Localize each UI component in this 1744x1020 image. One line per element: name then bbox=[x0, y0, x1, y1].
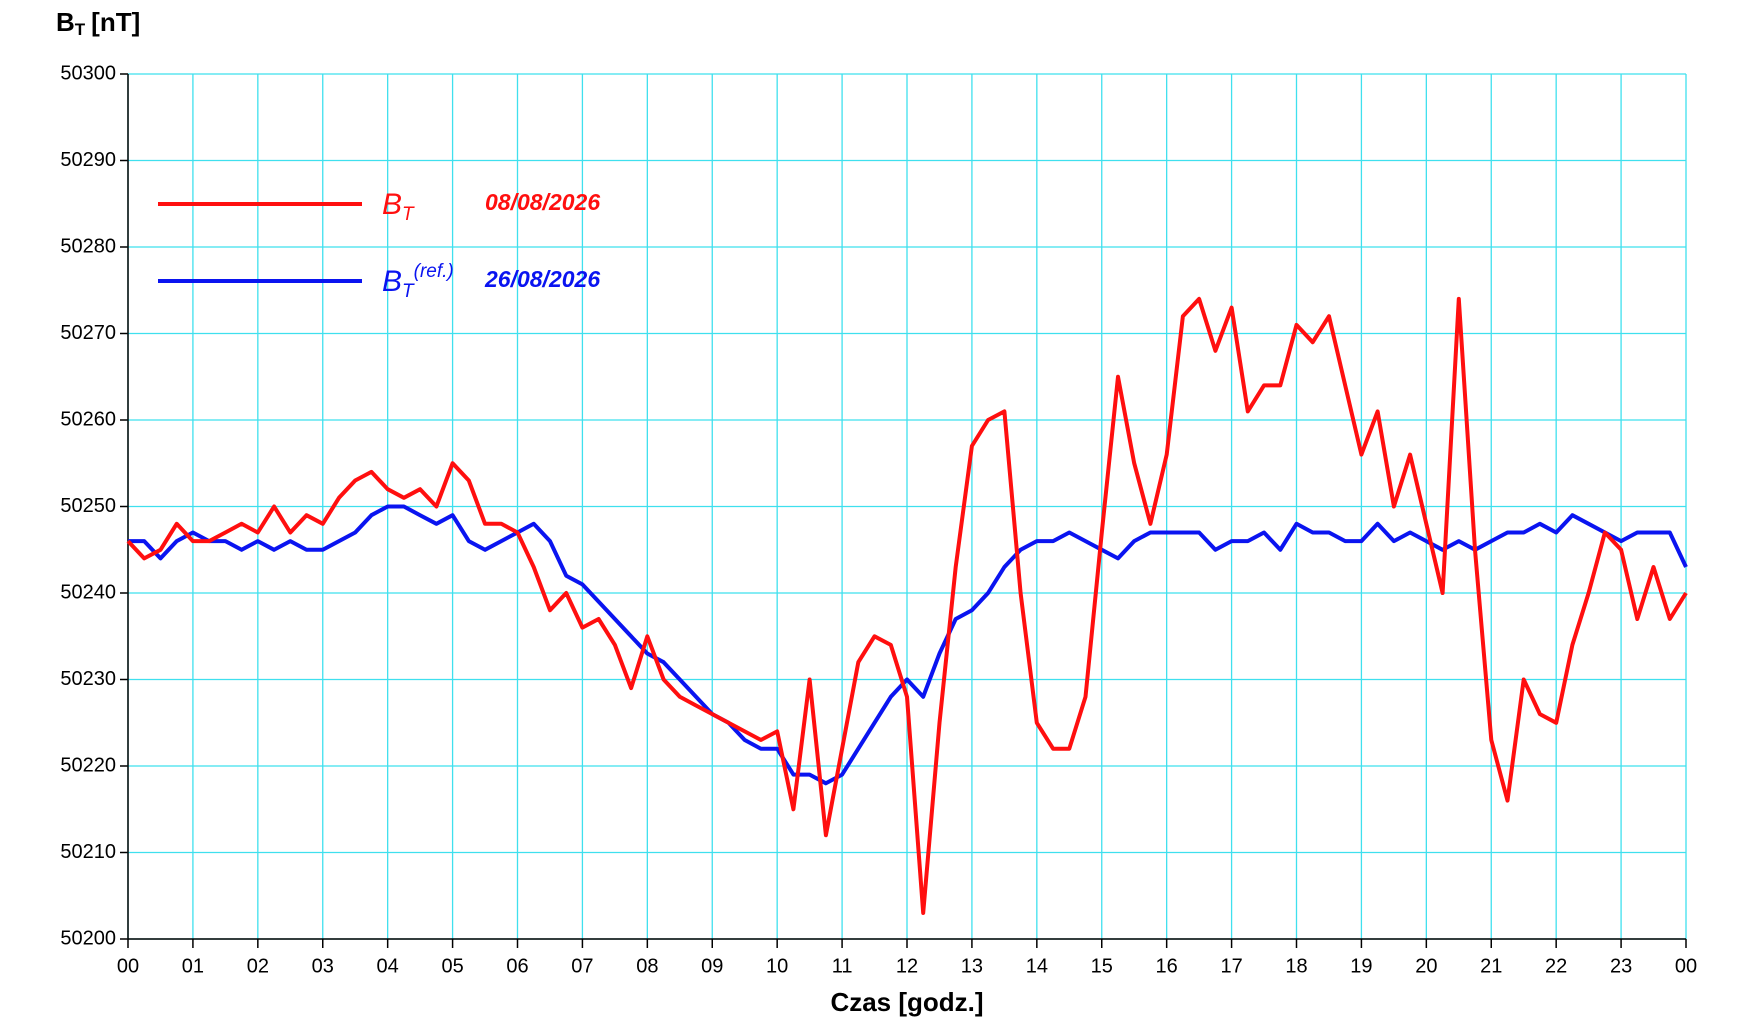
y-tick-label: 50300 bbox=[60, 62, 116, 84]
legend-subscript: T bbox=[402, 281, 415, 302]
x-tick-label: 07 bbox=[571, 955, 593, 977]
x-tick-label: 14 bbox=[1026, 955, 1048, 977]
x-tick-label: 11 bbox=[832, 955, 853, 977]
y-tick-label: 50280 bbox=[60, 235, 116, 257]
x-tick-label: 09 bbox=[701, 955, 723, 977]
x-tick-label: 00 bbox=[1675, 955, 1697, 977]
legend-date: 26/08/2026 bbox=[484, 266, 600, 292]
legend-date: 08/08/2026 bbox=[485, 189, 600, 215]
x-tick-label: 19 bbox=[1350, 955, 1372, 977]
x-tick-label: 16 bbox=[1156, 955, 1178, 977]
x-tick-label: 08 bbox=[636, 955, 658, 977]
y-tick-label: 50210 bbox=[60, 841, 116, 863]
legend-label: BT bbox=[382, 188, 415, 225]
x-tick-label: 21 bbox=[1480, 955, 1502, 977]
x-tick-label: 17 bbox=[1220, 955, 1242, 977]
x-tick-label: 03 bbox=[312, 955, 334, 977]
x-tick-label: 13 bbox=[961, 955, 983, 977]
x-tick-label: 02 bbox=[247, 955, 269, 977]
series-line bbox=[126, 296, 1688, 915]
legend-label: BT(ref.) bbox=[382, 261, 454, 302]
y-tick-label: 50260 bbox=[60, 408, 116, 430]
x-tick-label: 04 bbox=[377, 955, 399, 977]
x-tick-label: 23 bbox=[1610, 955, 1632, 977]
x-tick-label: 01 bbox=[182, 955, 204, 977]
y-tick-label: 50270 bbox=[60, 322, 116, 344]
y-tick-label: 50220 bbox=[60, 754, 116, 776]
legend-name: B bbox=[382, 265, 402, 298]
legend-name: B bbox=[382, 188, 402, 221]
x-tick-label: 05 bbox=[441, 955, 463, 977]
x-tick-label: 00 bbox=[117, 955, 139, 977]
x-tick-label: 22 bbox=[1545, 955, 1567, 977]
x-tick-label: 12 bbox=[896, 955, 918, 977]
y-tick-label: 50290 bbox=[60, 149, 116, 171]
x-tick-label: 18 bbox=[1285, 955, 1307, 977]
x-tick-label: 20 bbox=[1415, 955, 1437, 977]
x-tick-label: 06 bbox=[506, 955, 528, 977]
x-tick-label: 10 bbox=[766, 955, 788, 977]
x-axis-title: Czas [godz.] bbox=[830, 987, 983, 1017]
y-axis-title: BT [nT] bbox=[56, 7, 140, 40]
y-tick-label: 50200 bbox=[60, 927, 116, 949]
y-tick-label: 50240 bbox=[60, 581, 116, 603]
y-tick-label: 50230 bbox=[60, 668, 116, 690]
series-line bbox=[128, 504, 1688, 786]
legend-subscript: T bbox=[402, 204, 415, 225]
legend-superscript: (ref.) bbox=[414, 261, 454, 282]
x-tick-label: 15 bbox=[1091, 955, 1113, 977]
y-tick-label: 50250 bbox=[60, 495, 116, 517]
